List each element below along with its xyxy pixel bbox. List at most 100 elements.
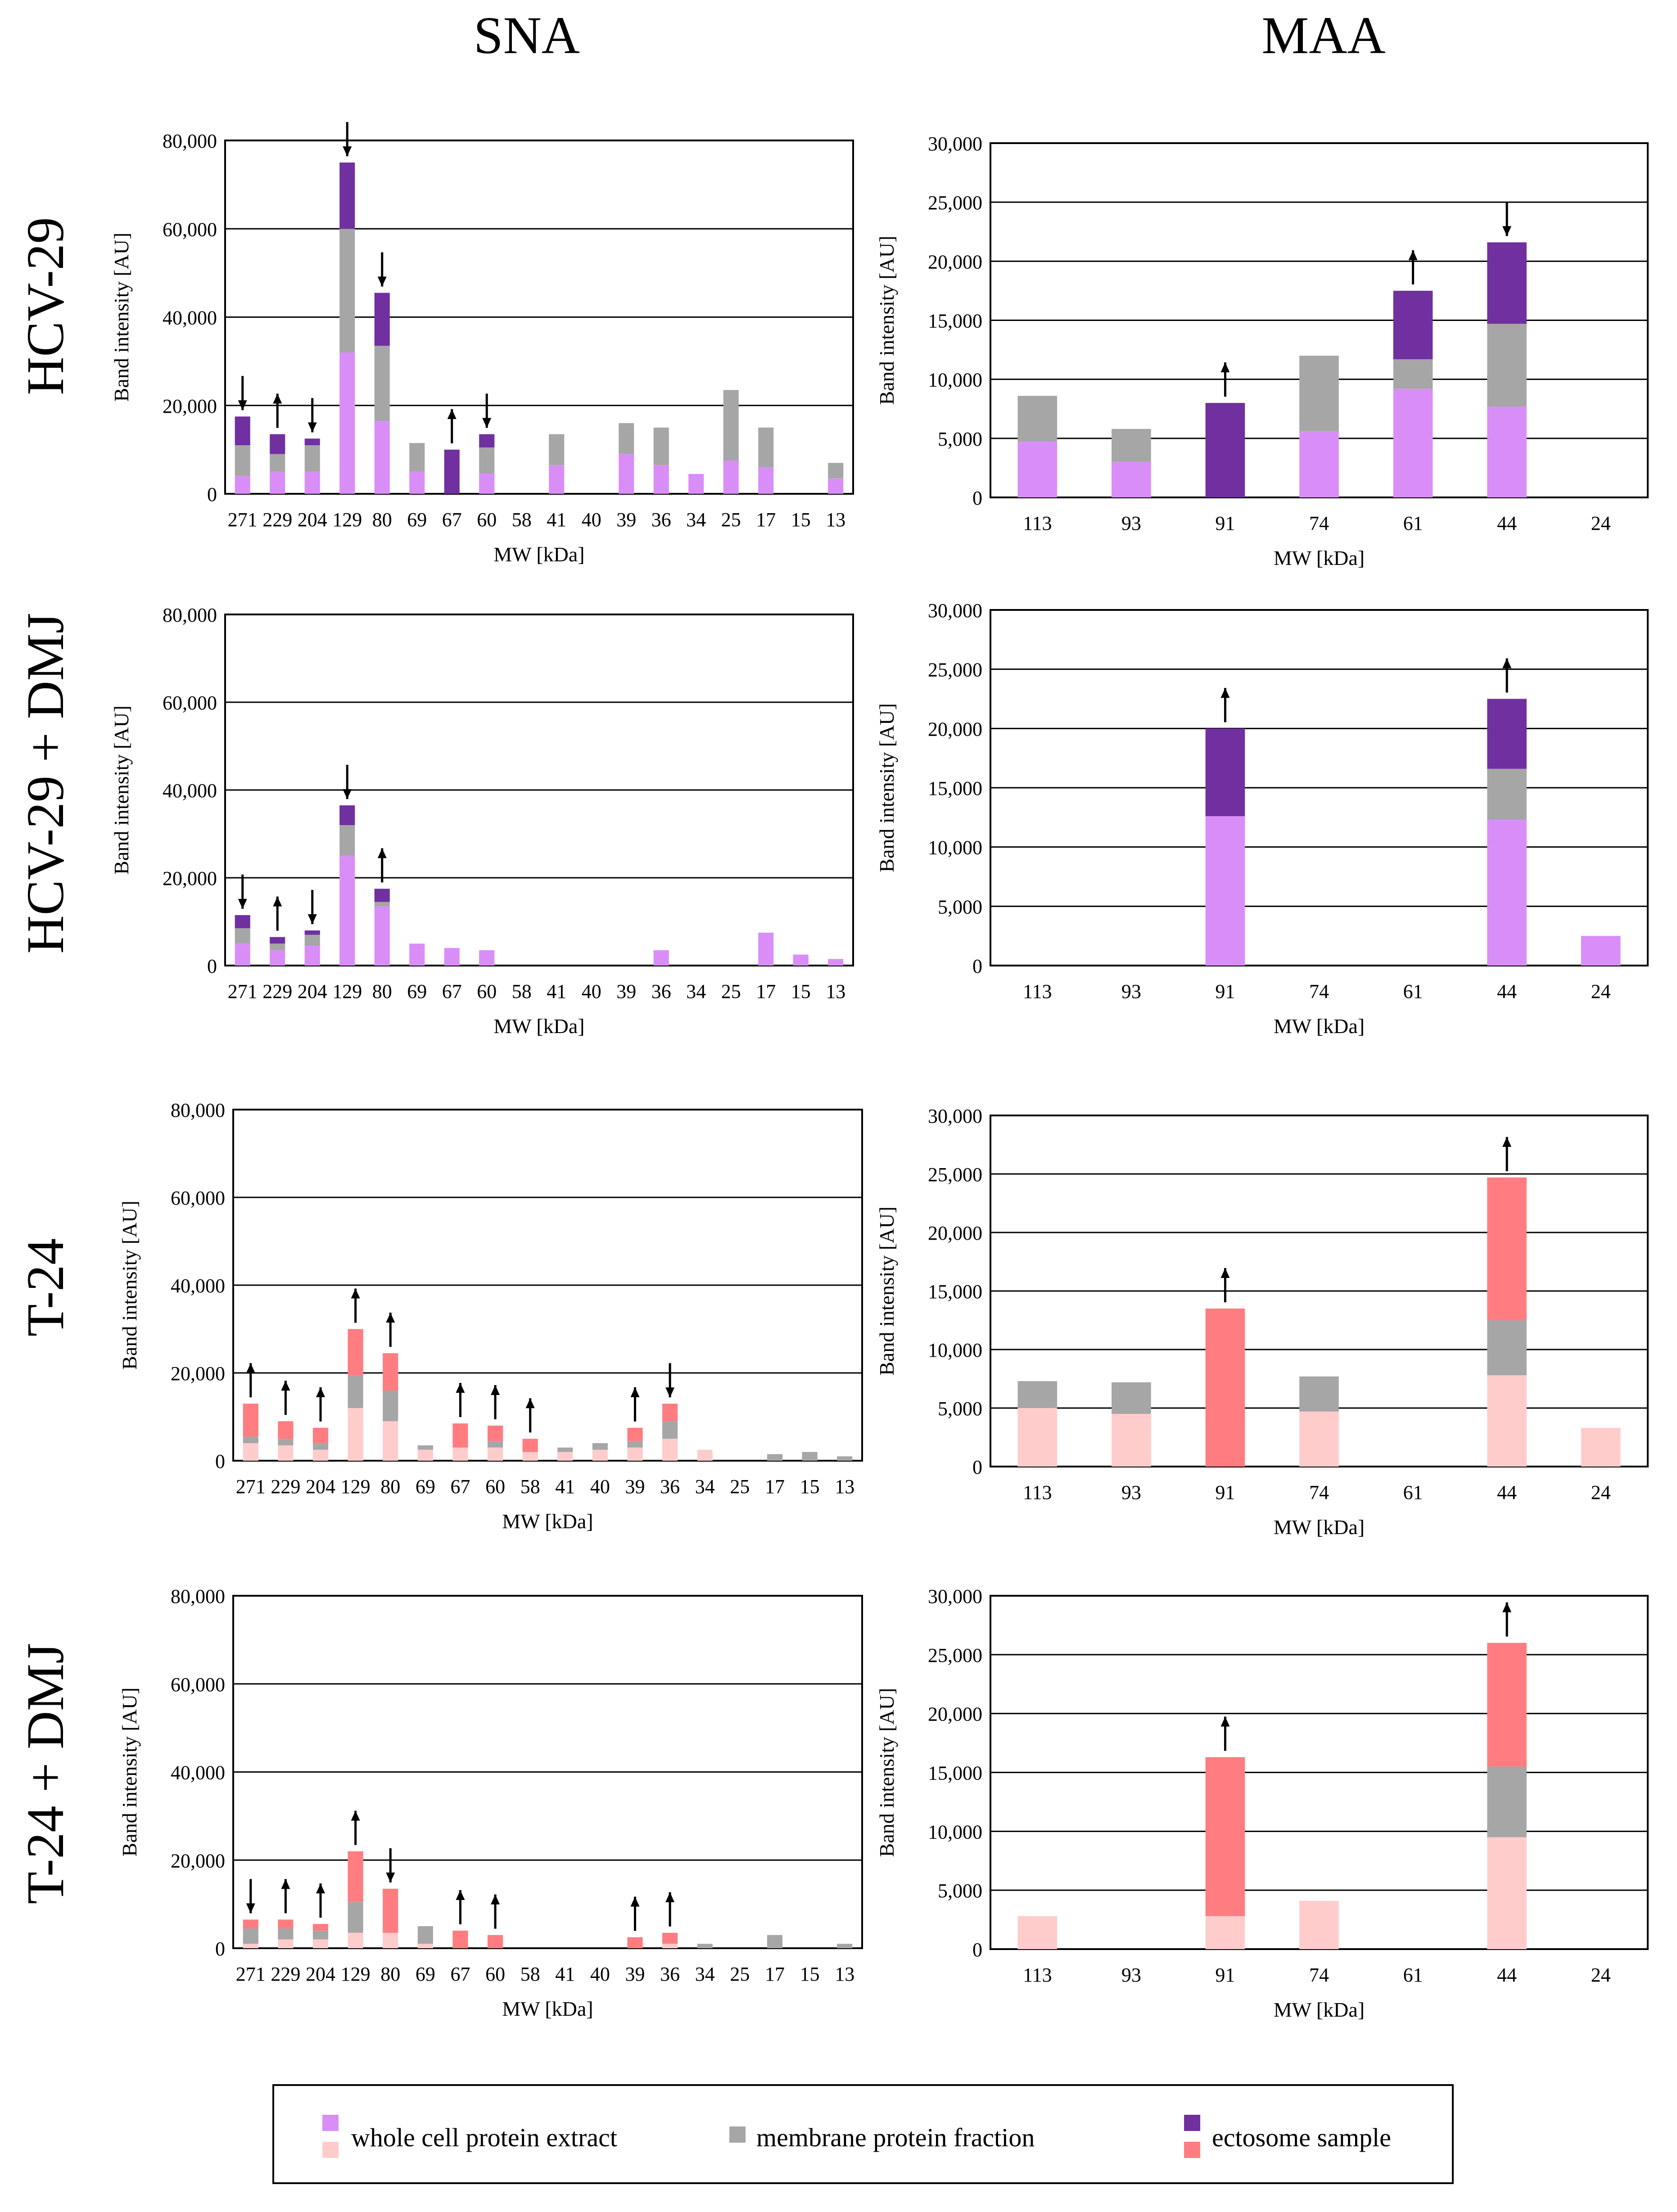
y-tick-label: 20,000 [171, 1363, 225, 1385]
bar-segment [837, 1944, 853, 1948]
arrow-head [665, 1387, 675, 1398]
x-tick-label: 58 [512, 509, 532, 531]
arrow-head [307, 914, 317, 924]
arrow-head [630, 1387, 640, 1397]
x-tick-label: 67 [450, 1476, 470, 1498]
change-arrow-up [281, 1879, 290, 1914]
x-axis-label: MW [kDa] [1274, 546, 1365, 569]
y-axis-label: Band intensity [AU] [875, 1688, 898, 1857]
bar-segment [304, 930, 320, 935]
y-tick-label: 80,000 [163, 604, 217, 626]
x-tick-label: 80 [372, 509, 392, 531]
x-tick-label: 13 [835, 1476, 854, 1498]
y-axis-label: Band intensity [AU] [875, 703, 898, 872]
arrow-head [343, 789, 352, 799]
bar-segment [767, 1454, 783, 1461]
bar-segment [1017, 1916, 1058, 1949]
x-tick-label: 93 [1121, 1481, 1141, 1503]
x-tick-label: 24 [1591, 1481, 1611, 1503]
x-tick-label: 40 [590, 1476, 610, 1498]
x-tick-label: 44 [1497, 980, 1517, 1002]
x-tick-label: 39 [616, 980, 636, 1002]
bar-segment [828, 959, 844, 966]
change-arrow-up [1502, 1602, 1512, 1637]
bar-segment [1487, 1643, 1527, 1767]
y-tick-label: 20,000 [163, 867, 217, 889]
x-tick-label: 67 [450, 1963, 470, 1985]
x-tick-label: 36 [660, 1963, 680, 1985]
bar-segment [479, 474, 495, 494]
y-tick-label: 5,000 [938, 428, 982, 450]
x-tick-label: 34 [695, 1963, 715, 1985]
legend-swatch-ecto-hcv [1184, 2115, 1200, 2131]
bar-segment [383, 1390, 398, 1422]
row-title-t24: T-24 [16, 1238, 75, 1337]
bar-segment [374, 293, 390, 346]
column-title-maa: MAA [1261, 6, 1385, 65]
arrow-head [386, 1313, 395, 1323]
x-tick-label: 204 [306, 1476, 335, 1498]
x-tick-label: 17 [765, 1476, 785, 1498]
y-tick-label: 40,000 [163, 307, 217, 329]
x-tick-label: 15 [800, 1476, 820, 1498]
x-tick-label: 25 [721, 980, 741, 1002]
y-tick-label: 0 [972, 1456, 982, 1478]
chart-sna-hcv29-dmj: 0 20,000 40,000 60,000 80,000 271 229 204 129 80 6… [110, 604, 854, 1038]
change-arrow-up [525, 1398, 535, 1433]
legend-label-ectosome: ectosome sample [1212, 2123, 1391, 2152]
bar-segment [592, 1443, 608, 1450]
x-tick-label: 93 [1121, 1964, 1141, 1986]
arrow-head [377, 276, 387, 287]
bar-segment [243, 1436, 258, 1443]
x-tick-label: 229 [271, 1476, 300, 1498]
bar-segment [522, 1452, 538, 1461]
change-arrow-down [343, 122, 352, 157]
x-axis-label: MW [kDa] [502, 1510, 593, 1533]
bar-segment [488, 1426, 503, 1441]
change-arrow-up [316, 1883, 325, 1918]
y-tick-label: 30,000 [928, 133, 982, 155]
x-tick-label: 41 [547, 980, 566, 1002]
change-arrow-down [665, 1363, 675, 1398]
bar-segment [452, 1447, 468, 1461]
x-tick-label: 60 [477, 509, 497, 531]
change-arrow-down [343, 765, 352, 799]
x-tick-label: 69 [407, 509, 427, 531]
arrow-head [238, 400, 247, 411]
bar-segment [1205, 728, 1245, 817]
bar-segment [270, 454, 285, 472]
bar-segment [374, 346, 390, 421]
chart-sna-hcv29: 0 20,000 40,000 60,000 80,000 271 229 204 129 80 6… [110, 122, 854, 566]
y-tick-label: 0 [215, 1450, 225, 1472]
y-tick-label: 5,000 [938, 1398, 982, 1420]
change-arrow-up [447, 409, 457, 443]
y-tick-label: 15,000 [928, 310, 982, 332]
y-axis-label: Band intensity [AU] [875, 236, 898, 405]
arrow-head [1220, 688, 1230, 698]
x-tick-label: 15 [791, 980, 811, 1002]
legend-frame [272, 2084, 1454, 2184]
x-axis-label: MW [kDa] [1274, 1516, 1365, 1539]
change-arrow-up [1220, 1268, 1230, 1302]
x-tick-label: 24 [1591, 980, 1611, 1002]
bar-segment [374, 902, 390, 907]
x-tick-label: 80 [380, 1476, 400, 1498]
arrow-head [525, 1398, 535, 1408]
change-arrow-up [273, 896, 282, 931]
bar-segment [235, 416, 250, 446]
legend-label-membrane: membrane protein fraction [756, 2123, 1035, 2152]
bar-segment [304, 438, 320, 446]
x-tick-label: 91 [1215, 980, 1235, 1002]
bar-segment [1487, 324, 1527, 407]
change-arrow-down [307, 890, 317, 924]
y-tick-label: 5,000 [938, 1880, 982, 1902]
bar-segment [348, 1375, 363, 1408]
chart-maa-t24: 0 5,000 10,000 15,000 20,000 25,000 30,000 113 9… [875, 1105, 1649, 1539]
y-tick-label: 20,000 [163, 395, 217, 417]
bar-segment [1299, 431, 1339, 497]
change-arrow-up [1220, 688, 1230, 722]
x-tick-label: 80 [380, 1963, 400, 1985]
x-tick-label: 69 [416, 1963, 435, 1985]
bar-segment [243, 1928, 258, 1944]
